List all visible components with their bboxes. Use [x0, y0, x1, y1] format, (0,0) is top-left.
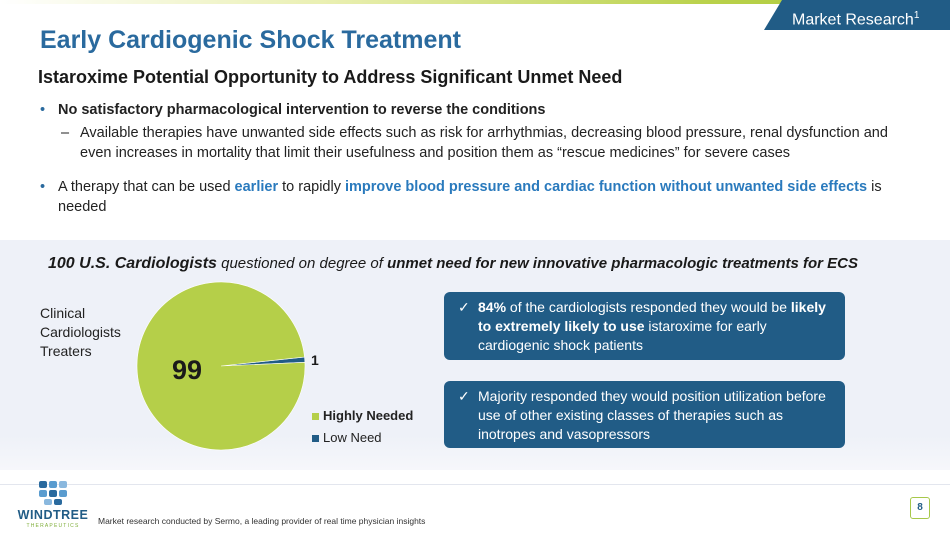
footer-divider [0, 484, 950, 485]
pie-side-label: Clinical Cardiologists Treaters [40, 305, 121, 359]
bullet-1-text: No satisfactory pharmacological interven… [58, 102, 546, 118]
legend-item-highly-needed: Highly Needed [312, 405, 413, 427]
pie-data-label-low-need: 1 [311, 352, 319, 368]
legend-swatch-low-need [312, 434, 319, 442]
logo-wordmark: WINDTREE [18, 508, 89, 522]
logo-mark-icon [39, 481, 67, 505]
pie-data-label-highly-needed: 99 [172, 355, 203, 385]
sub-bullet-dash: – [61, 125, 70, 141]
bullet-2-highlight-improve: improve blood pressure and cardiac funct… [345, 179, 868, 195]
bullet-1: • No satisfactory pharmacological interv… [40, 100, 900, 120]
legend-label-highly-needed: Highly Needed [323, 408, 414, 423]
page-number: 8 [910, 497, 930, 519]
bullet-2: • A therapy that can be used earlier to … [40, 177, 900, 217]
pie-chart [136, 281, 306, 451]
callout-majority: ✓ Majority responded they would position… [444, 381, 845, 448]
callout-1-text-b: of the cardiologists responded they woul… [506, 299, 791, 315]
pie-slice-highly-needed [136, 281, 306, 451]
bullet-dot: • [40, 102, 46, 118]
survey-caption-topic: unmet need for new innovative pharmacolo… [387, 255, 859, 272]
callout-1-text-d: istaroxime for early cardiogenic shock p… [478, 318, 767, 353]
pie-legend: Highly Needed Low Need [312, 405, 413, 449]
bullet-list: • No satisfactory pharmacological interv… [40, 100, 900, 217]
slide-subtitle: Istaroxime Potential Opportunity to Addr… [38, 67, 623, 87]
section-tag-footnote-ref: 1 [913, 10, 920, 21]
top-accent-bar [0, 0, 950, 4]
survey-caption-mid: questioned on degree of [216, 255, 388, 272]
legend-label-low-need: Low Need [323, 430, 382, 445]
legend-swatch-highly-needed [312, 412, 319, 420]
bullet-2-text-e: is needed [58, 179, 882, 215]
section-tag-label: Market Research [792, 11, 914, 29]
windtree-logo: WINDTREE THERAPEUTICS [18, 481, 89, 529]
legend-item-low-need: Low Need [312, 427, 413, 449]
callout-1-emphasis: likely to extremely likely to use [478, 299, 826, 334]
section-tag: Market Research1 [764, 0, 950, 30]
check-icon: ✓ [458, 388, 470, 404]
logo-tagline: THERAPEUTICS [26, 523, 79, 529]
bullet-2-highlight-earlier: earlier [234, 179, 279, 195]
footnote: Market research conducted by Sermo, a le… [98, 516, 426, 526]
callout-2-text: Majority responded they would position u… [478, 388, 826, 442]
callout-1-stat: 84% [478, 299, 507, 315]
bullet-dot: • [40, 179, 46, 195]
bullet-2-text-c: to rapidly [278, 179, 345, 195]
slide-title: Early Cardiogenic Shock Treatment [40, 26, 461, 54]
callout-84-percent: ✓ 84% of the cardiologists responded the… [444, 292, 845, 360]
bullet-2-text-a: A therapy that can be used [58, 179, 235, 195]
bullet-1-sub-text: Available therapies have unwanted side e… [80, 125, 888, 161]
survey-caption: 100 U.S. Cardiologists questioned on deg… [48, 255, 858, 273]
survey-caption-sample: 100 U.S. Cardiologists [48, 255, 217, 272]
bullet-1-sub: – Available therapies have unwanted side… [40, 123, 900, 163]
check-icon: ✓ [458, 299, 470, 315]
